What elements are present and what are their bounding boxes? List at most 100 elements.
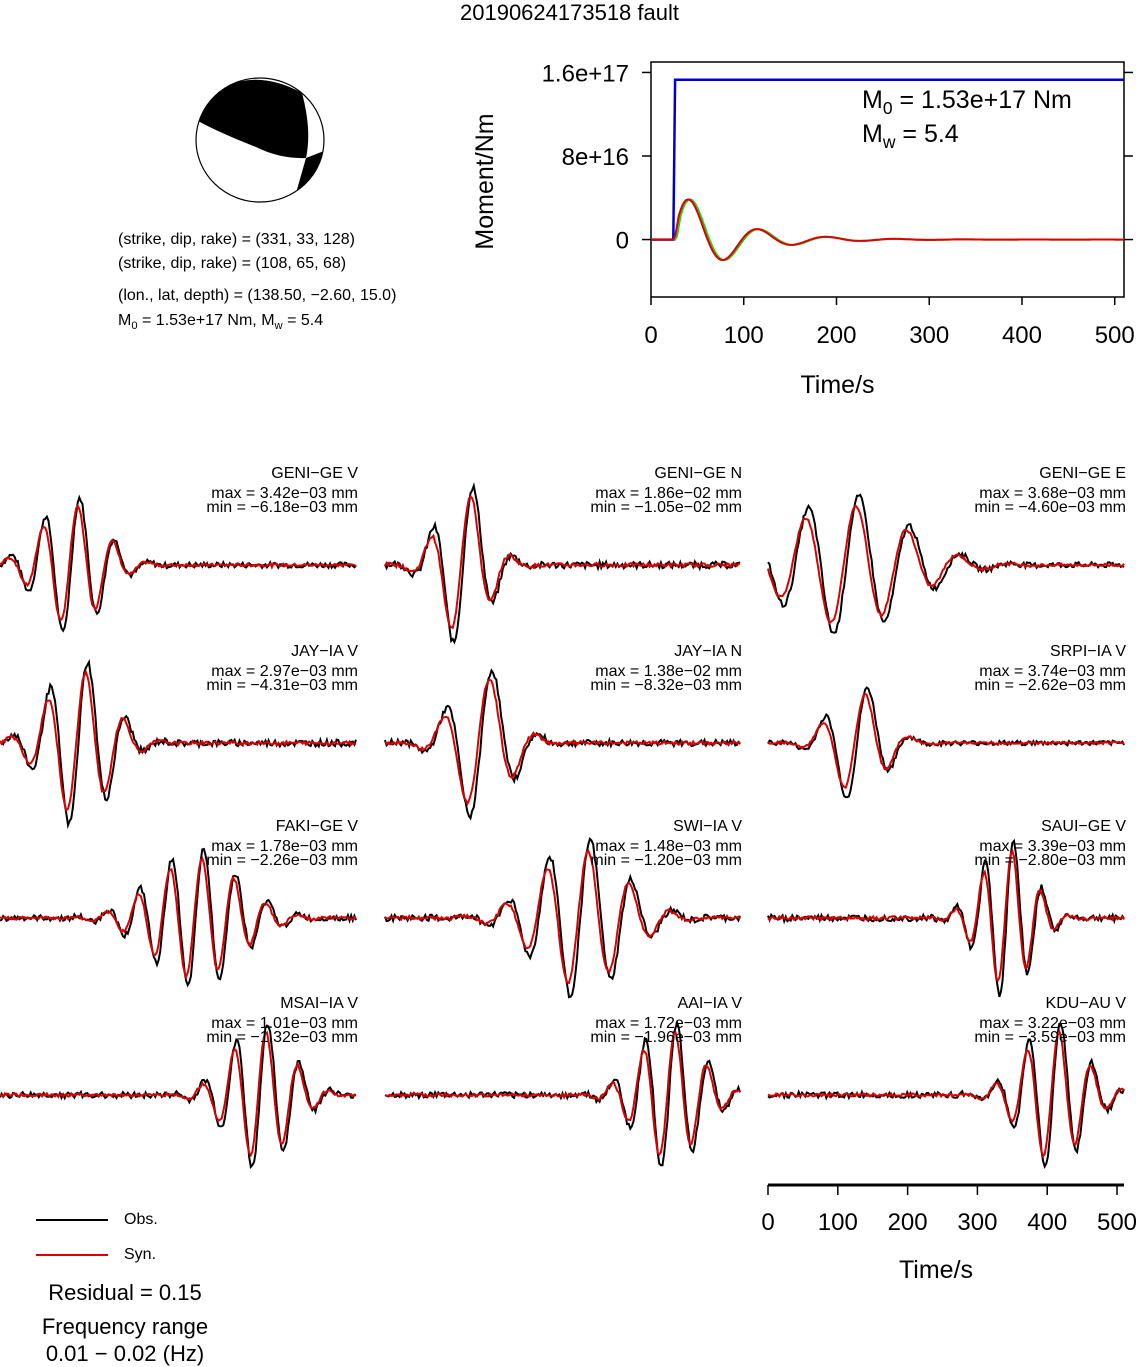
station-min-label: min = −4.60e−03 mm [974,499,1126,516]
station-name-label: GENI−GE E [1039,465,1126,482]
station-name-label: MSAI−IA V [280,995,358,1012]
waveform-panel [767,686,1125,799]
moment-chart: 0 100 200 300 400 500 0 8e+16 1.6e+17 Time/s Momen… [471,60,1135,399]
station-max-label: max = 1.72e−03 mm [595,1015,742,1032]
station-name-label: FAKI−GE V [275,818,358,835]
waveform-panel [0,494,357,633]
moment-x-tick-label: 0 [644,322,657,349]
moment-x-tick-label: 200 [816,322,856,349]
moment-x-tick-label: 300 [909,322,949,349]
synthetic-trace [767,503,1125,625]
station-min-label: min = −2.80e−03 mm [974,852,1126,869]
moment-y-tick-label: 1.6e+17 [542,60,629,87]
station-max-label: max = 2.97e−03 mm [211,663,358,680]
station-name-label: SWI−IA V [673,818,742,835]
station-min-label: min = −1.96e−03 mm [590,1029,742,1046]
moment-x-tick-label: 400 [1002,322,1042,349]
waveform-panel [767,1022,1125,1169]
waveform-panel [0,658,357,830]
station-name-label: GENI−GE N [654,465,742,482]
legend-lines [36,1219,108,1256]
time-axis-tick-label: 300 [957,1209,997,1236]
station-min-label: min = −2.62e−03 mm [974,677,1126,694]
observed-trace [767,493,1125,634]
time-axis-tick-label: 500 [1097,1209,1137,1236]
synthetic-trace [384,1030,741,1156]
time-axis-tick-label: 400 [1027,1209,1067,1236]
location-text: (lon., lat, depth) = (138.50, −2.60, 15.… [118,287,397,304]
synthetic-trace [0,503,357,621]
station-name-label: SRPI−IA V [1049,643,1126,660]
observed-trace [0,658,357,830]
frequency-label: Frequency range [41,1314,209,1339]
station-min-label: min = −4.31e−03 mm [206,677,358,694]
moment-y-axis-label: Moment/Nm [471,113,499,249]
synthetic-trace [384,494,741,630]
station-max-label: max = 3.68e−03 mm [979,485,1126,502]
station-min-label: min = −2.26e−03 mm [206,852,358,869]
station-max-label: max = 3.39e−03 mm [979,838,1126,855]
station-max-label: max = 1.78e−03 mm [211,838,358,855]
station-name-label: AAI−IA V [677,995,742,1012]
station-name-label: SAUI−GE V [1041,818,1126,835]
nodal-plane-1: (strike, dip, rake) = (331, 33, 128) [118,231,355,248]
stf-green-line [651,198,1124,261]
station-min-label: min = −1.20e−03 mm [590,852,742,869]
waveform-panel [0,1024,357,1170]
time-axis-tick-label: 100 [818,1209,858,1236]
stf-red-line [651,198,1124,261]
waveform-panel [767,493,1125,634]
station-name-label: JAY−IA N [674,643,742,660]
waveform-panel [767,838,1125,998]
moment-y-tick-label: 8e+16 [562,144,629,171]
station-max-label: max = 3.74e−03 mm [979,663,1126,680]
station-max-label: max = 1.01e−03 mm [211,1015,358,1032]
station-min-label: min = −1.32e−03 mm [206,1029,358,1046]
waveform-grid [0,482,1125,1170]
moment-x-axis-label: Time/s [800,371,874,399]
moment-m0-text: M0 = 1.53e+17 Nm [862,86,1072,118]
frequency-value: 0.01 − 0.02 (Hz) [45,1341,205,1366]
moment-mw-text: Mw = 5.4 [862,120,959,152]
station-min-label: min = −6.18e−03 mm [206,499,358,516]
station-max-label: max = 1.48e−03 mm [595,838,742,855]
synthetic-trace [384,678,741,807]
time-axis-tick-label: 0 [761,1209,774,1236]
station-min-label: min = −8.32e−03 mm [590,677,742,694]
synthetic-trace [767,692,1125,790]
station-name-label: GENI−GE V [271,465,358,482]
station-name-label: JAY−IA V [291,643,358,660]
waveform-panel [0,847,357,988]
time-axis-label: Time/s [899,1256,973,1284]
moment-plot-frame [650,61,1125,298]
legend-syn-label: Syn. [124,1246,157,1263]
waveform-panel [384,668,741,821]
beachball-icon [195,77,325,203]
synthetic-trace [767,1028,1125,1159]
moment-x-tick-label: 500 [1095,322,1135,349]
nodal-plane-2: (strike, dip, rake) = (108, 65, 68) [118,255,347,272]
magnitude-text: M0 = 1.53e+17 Nm, Mw = 5.4 [118,312,324,333]
figure-title: 20190624173518 fault [460,0,679,25]
station-max-label: max = 3.42e−03 mm [211,485,358,502]
station-max-label: max = 1.38e−02 mm [595,663,742,680]
station-max-label: max = 1.86e−02 mm [595,485,742,502]
legend-obs-label: Obs. [124,1211,158,1228]
synthetic-trace [384,849,741,985]
waveform-panel [384,1019,741,1167]
waveform-panel [384,482,741,645]
synthetic-trace [0,856,357,980]
synthetic-trace [0,1030,357,1158]
station-min-label: min = −1.05e−02 mm [590,499,742,516]
waveform-time-axis: 0 100 200 300 400 500 Time/s [761,1183,1137,1284]
moment-x-tick-label: 100 [724,322,764,349]
waveform-panel [384,836,741,999]
time-axis-tick-label: 200 [888,1209,928,1236]
synthetic-trace [767,848,1125,983]
station-name-label: KDU−AU V [1045,995,1126,1012]
residual-text: Residual = 0.15 [48,1280,202,1305]
station-min-label: min = −3.59e−03 mm [974,1029,1126,1046]
synthetic-trace [0,669,357,813]
station-max-label: max = 3.22e−03 mm [979,1015,1126,1032]
moment-y-tick-label: 0 [616,228,629,255]
